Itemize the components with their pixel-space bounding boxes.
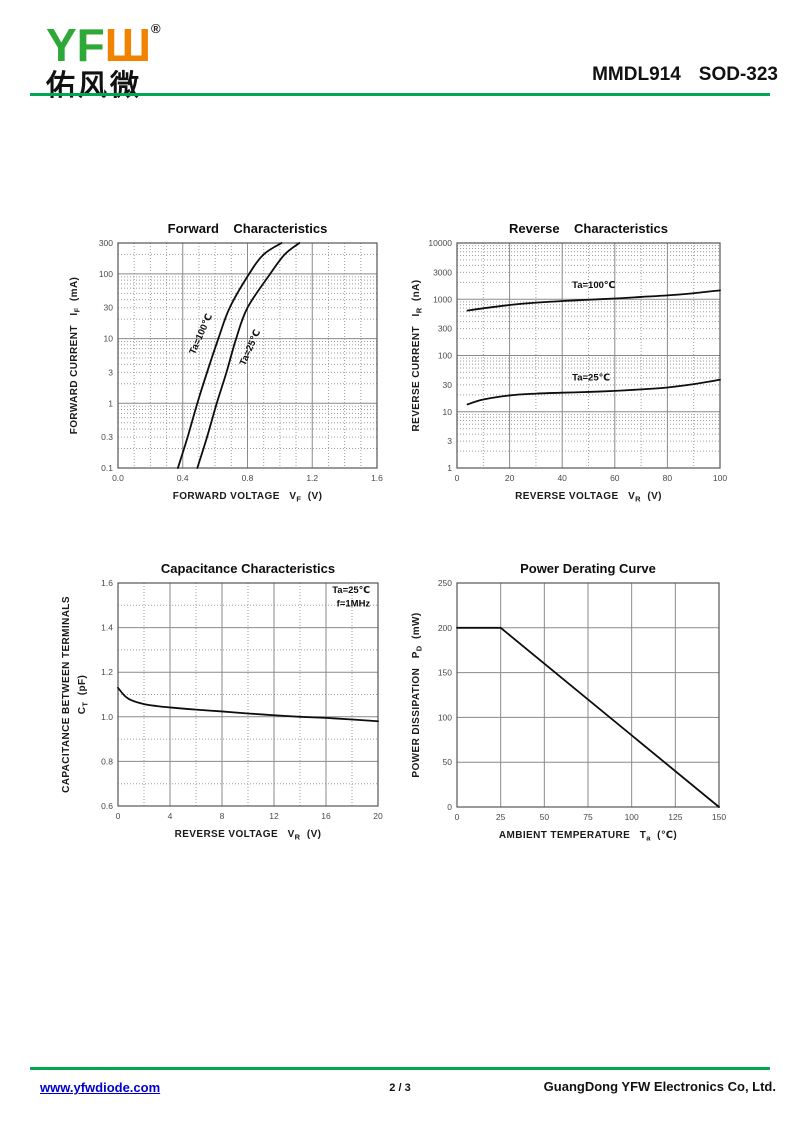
svg-text:1.4: 1.4 bbox=[101, 623, 113, 633]
svg-text:0.8: 0.8 bbox=[242, 473, 254, 483]
svg-text:POWER DISSIPATION PD (mW): POWER DISSIPATION PD (mW) bbox=[411, 612, 424, 777]
footer-divider bbox=[30, 1067, 770, 1070]
svg-text:0.8: 0.8 bbox=[101, 756, 113, 766]
svg-text:CAPACITANCE BETWEEN TERMINALS: CAPACITANCE BETWEEN TERMINALS bbox=[61, 596, 72, 793]
svg-text:150: 150 bbox=[712, 812, 726, 822]
svg-text:16: 16 bbox=[321, 811, 331, 821]
svg-text:125: 125 bbox=[668, 812, 682, 822]
svg-text:0: 0 bbox=[447, 802, 452, 812]
svg-text:10: 10 bbox=[104, 334, 114, 344]
svg-text:80: 80 bbox=[663, 473, 673, 483]
svg-text:100: 100 bbox=[438, 351, 452, 361]
svg-text:25: 25 bbox=[496, 812, 506, 822]
svg-text:3000: 3000 bbox=[433, 267, 452, 277]
logo-w-glyph: Ш bbox=[104, 19, 152, 71]
svg-text:0.0: 0.0 bbox=[112, 473, 124, 483]
svg-text:300: 300 bbox=[99, 238, 113, 248]
svg-text:100: 100 bbox=[713, 473, 727, 483]
svg-text:4: 4 bbox=[168, 811, 173, 821]
power-derating-chart: 0 25 50 75 100 125 150 250 200 150 100 50 0 Power Der… bbox=[395, 553, 740, 853]
svg-text:10: 10 bbox=[443, 407, 453, 417]
svg-text:75: 75 bbox=[583, 812, 593, 822]
registered-mark-icon: ® bbox=[151, 21, 161, 36]
svg-text:12: 12 bbox=[269, 811, 279, 821]
svg-text:0.1: 0.1 bbox=[101, 463, 113, 473]
svg-text:300: 300 bbox=[438, 324, 452, 334]
svg-text:f=1MHz: f=1MHz bbox=[337, 598, 371, 609]
svg-text:Reverse Characteristics: Reverse Characteristics bbox=[509, 221, 668, 236]
svg-text:0.6: 0.6 bbox=[101, 801, 113, 811]
svg-text:Forward Characteristics: Forward Characteristics bbox=[168, 221, 328, 236]
svg-text:Ta=100℃: Ta=100℃ bbox=[572, 280, 615, 291]
svg-text:REVERSE VOLTAGE VR (V): REVERSE VOLTAGE VR (V) bbox=[515, 491, 662, 504]
forward-characteristics-chart: 0.0 0.4 0.8 1.2 1.6 300 100 30 10 3 1 0.3 0.1 Forward… bbox=[55, 215, 395, 515]
logo-wordmark: YFШ® bbox=[46, 6, 161, 68]
svg-text:50: 50 bbox=[540, 812, 550, 822]
svg-text:3: 3 bbox=[108, 367, 113, 377]
svg-text:30: 30 bbox=[443, 380, 453, 390]
package-name: SOD-323 bbox=[698, 64, 778, 85]
svg-text:100: 100 bbox=[99, 269, 113, 279]
svg-text:3: 3 bbox=[447, 436, 452, 446]
svg-text:FORWARD CURRENT IF (mA): FORWARD CURRENT IF (mA) bbox=[69, 277, 82, 435]
svg-text:REVERSE VOLTAGE VR (V): REVERSE VOLTAGE VR (V) bbox=[175, 829, 322, 842]
svg-text:Ta=100℃: Ta=100℃ bbox=[187, 312, 215, 356]
svg-text:0: 0 bbox=[116, 811, 121, 821]
svg-text:60: 60 bbox=[610, 473, 620, 483]
svg-text:100: 100 bbox=[625, 812, 639, 822]
svg-text:0.3: 0.3 bbox=[101, 432, 113, 442]
svg-text:8: 8 bbox=[220, 811, 225, 821]
page-indicator: 2 / 3 bbox=[389, 1082, 411, 1094]
svg-text:Ta=25℃: Ta=25℃ bbox=[238, 328, 264, 367]
svg-text:CT (pF): CT (pF) bbox=[77, 675, 90, 714]
svg-text:AMBIENT TEMPERATURE Ta (℃): AMBIENT TEMPERATURE Ta (℃) bbox=[499, 830, 677, 843]
svg-text:1.6: 1.6 bbox=[101, 578, 113, 588]
svg-text:1.6: 1.6 bbox=[371, 473, 383, 483]
reverse-characteristics-chart: 0 20 40 60 80 100 10000 3000 1000 300 100 30 10 3 1 Rev… bbox=[395, 215, 740, 515]
logo-yf-text: YF bbox=[46, 19, 105, 71]
svg-text:100: 100 bbox=[438, 712, 452, 722]
svg-text:Capacitance Characteristics: Capacitance Characteristics bbox=[161, 561, 335, 576]
svg-text:50: 50 bbox=[443, 757, 453, 767]
svg-text:Ta=25℃: Ta=25℃ bbox=[572, 372, 610, 383]
logo-chinese-name: 佑风微 bbox=[46, 70, 143, 102]
svg-text:1.0: 1.0 bbox=[101, 712, 113, 722]
svg-text:1.2: 1.2 bbox=[101, 667, 113, 677]
svg-text:200: 200 bbox=[438, 623, 452, 633]
svg-text:1.2: 1.2 bbox=[306, 473, 318, 483]
svg-text:REVERSE CURRENT IR (nA): REVERSE CURRENT IR (nA) bbox=[411, 280, 424, 432]
svg-text:0.4: 0.4 bbox=[177, 473, 189, 483]
svg-text:1: 1 bbox=[108, 398, 113, 408]
svg-text:20: 20 bbox=[373, 811, 383, 821]
svg-text:FORWARD VOLTAGE VF (V): FORWARD VOLTAGE VF (V) bbox=[173, 491, 323, 504]
svg-text:150: 150 bbox=[438, 668, 452, 678]
svg-text:40: 40 bbox=[557, 473, 567, 483]
header-divider bbox=[30, 93, 770, 96]
svg-text:0: 0 bbox=[455, 473, 460, 483]
website-link[interactable]: www.yfwdiode.com bbox=[40, 1080, 161, 1095]
svg-text:Ta=25℃: Ta=25℃ bbox=[332, 585, 370, 596]
svg-text:1: 1 bbox=[447, 463, 452, 473]
page-title: MMDL914 SOD-323 bbox=[592, 64, 778, 86]
svg-text:1000: 1000 bbox=[433, 294, 452, 304]
svg-text:250: 250 bbox=[438, 578, 452, 588]
svg-text:20: 20 bbox=[505, 473, 515, 483]
svg-text:0: 0 bbox=[455, 812, 460, 822]
svg-text:10000: 10000 bbox=[428, 238, 452, 248]
capacitance-characteristics-chart: 0 4 8 12 16 20 1.6 1.4 1.2 1.0 0.8 0.6 Capacitance C… bbox=[55, 553, 395, 853]
company-name: GuangDong YFW Electronics Co, Ltd. bbox=[543, 1079, 776, 1094]
yfw-logo: YFШ® 佑风微 bbox=[46, 6, 161, 102]
svg-text:Power Derating Curve: Power Derating Curve bbox=[520, 561, 656, 576]
svg-text:30: 30 bbox=[104, 303, 114, 313]
part-number: MMDL914 bbox=[592, 64, 681, 85]
